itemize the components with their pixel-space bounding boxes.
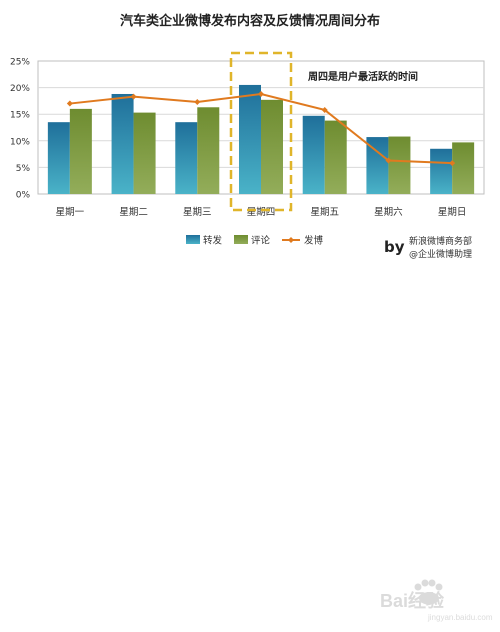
y-tick-label: 0% bbox=[16, 191, 31, 201]
legend-marker bbox=[288, 237, 294, 243]
bar-comment bbox=[452, 142, 475, 194]
legend: 转发 评论 发博 bbox=[186, 235, 324, 247]
highlight-rect bbox=[229, 51, 293, 212]
line-point bbox=[66, 100, 73, 107]
bar-comment bbox=[197, 107, 220, 194]
legend-label: 转发 bbox=[203, 235, 223, 247]
bar-repost bbox=[47, 122, 70, 194]
bar-repost bbox=[302, 115, 325, 194]
line-point bbox=[385, 157, 392, 164]
bar-comment bbox=[261, 99, 283, 194]
legend-label: 发博 bbox=[304, 235, 324, 247]
line-point bbox=[321, 106, 328, 113]
credit-line1: 新浪微博商务部 bbox=[409, 237, 473, 247]
legend-swatch bbox=[234, 235, 248, 244]
legend-swatch bbox=[186, 235, 200, 244]
bar-comment bbox=[133, 112, 156, 194]
highlight-box bbox=[229, 51, 293, 212]
line-series bbox=[66, 90, 456, 167]
y-tick-label: 20% bbox=[10, 84, 30, 94]
x-tick-label: 星期日 bbox=[438, 207, 467, 218]
legend-label: 评论 bbox=[251, 235, 271, 247]
x-tick-label: 星期一 bbox=[56, 207, 85, 218]
bar-repost bbox=[111, 93, 134, 194]
line-point bbox=[449, 160, 456, 167]
svg-text:jingyan.baidu.com: jingyan.baidu.com bbox=[427, 613, 493, 622]
bar-repost bbox=[366, 137, 389, 194]
x-tick-label: 星期六 bbox=[374, 206, 403, 218]
bar-repost bbox=[239, 84, 261, 194]
bar-comment bbox=[324, 120, 347, 194]
bar-repost bbox=[175, 122, 198, 194]
svg-text:Bai经验: Bai经验 bbox=[380, 590, 445, 611]
line-point bbox=[194, 98, 201, 105]
y-tick-label: 25% bbox=[10, 58, 30, 68]
x-tick-label: 星期五 bbox=[310, 207, 339, 218]
x-tick-label: 星期二 bbox=[119, 207, 148, 218]
y-axis: 0% 5% 10% 15% 20% 25% bbox=[10, 58, 30, 201]
baidu-watermark-logo: Bai经验 jingyan.baidu.com bbox=[380, 579, 493, 622]
bar-repost bbox=[430, 148, 453, 194]
line-point bbox=[258, 90, 264, 97]
credit-line2: @企业微博助理 bbox=[409, 250, 473, 260]
y-tick-label: 15% bbox=[10, 111, 30, 121]
bars bbox=[47, 84, 475, 194]
credit-by: by bbox=[384, 238, 405, 256]
chart-title: 汽车类企业微博发布内容及反馈情况周间分布 bbox=[120, 13, 380, 29]
x-axis: 星期一 星期二 星期三 星期四 星期五 星期六 星期日 bbox=[56, 206, 467, 218]
line-point bbox=[130, 93, 137, 100]
credit: by 新浪微博商务部 @企业微博助理 bbox=[384, 234, 499, 264]
bar-comment bbox=[388, 136, 411, 194]
y-tick-label: 5% bbox=[16, 164, 31, 174]
x-tick-label: 星期三 bbox=[183, 207, 212, 218]
annotation: 周四是用户最活跃的时间 bbox=[308, 70, 418, 83]
y-tick-label: 10% bbox=[10, 137, 30, 147]
x-tick-label: 星期四 bbox=[247, 207, 276, 218]
bar-comment bbox=[69, 108, 92, 194]
